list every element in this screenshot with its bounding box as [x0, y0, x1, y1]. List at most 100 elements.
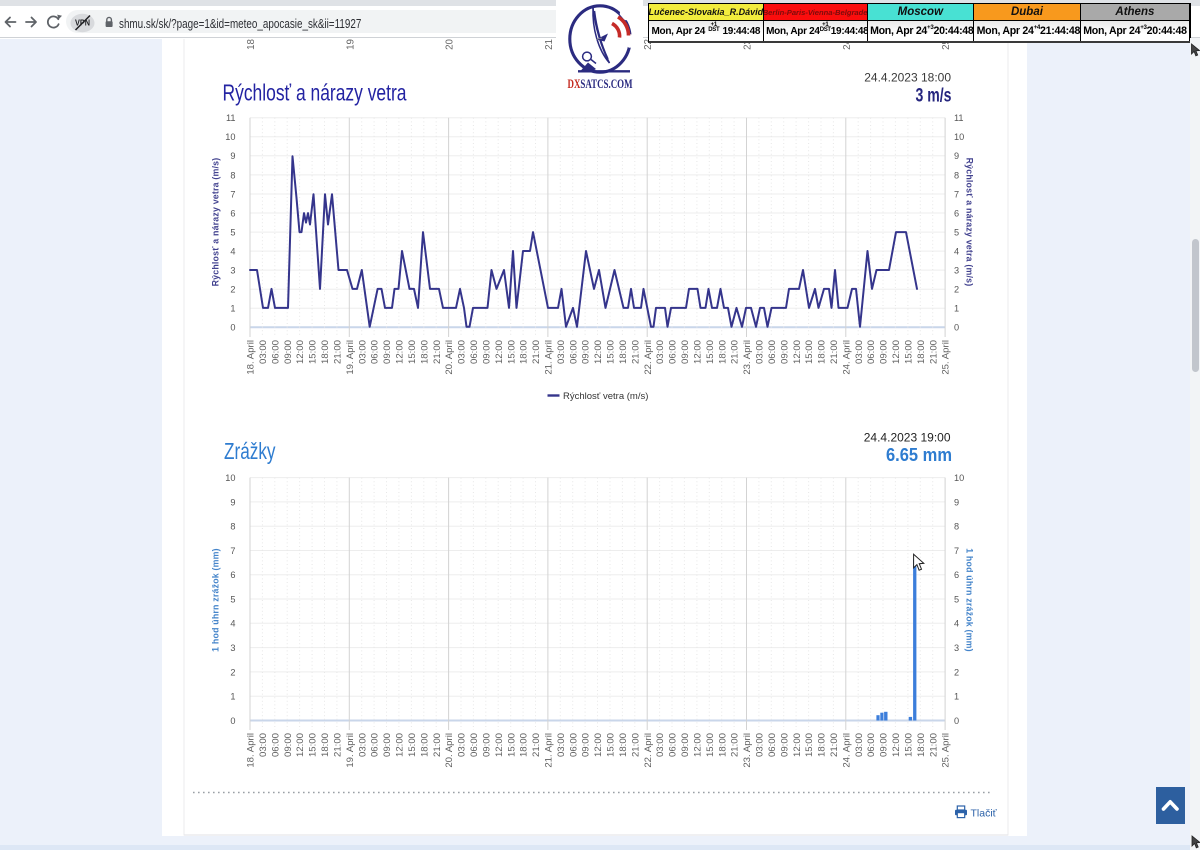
svg-text:21:00: 21:00 — [630, 340, 641, 364]
svg-text:6: 6 — [954, 570, 959, 580]
svg-text:21:00: 21:00 — [829, 733, 840, 757]
svg-text:21:00: 21:00 — [630, 733, 641, 757]
svg-text:3: 3 — [954, 643, 959, 653]
svg-text:12:00: 12:00 — [395, 733, 406, 757]
svg-text:1: 1 — [954, 304, 959, 314]
svg-text:8: 8 — [230, 170, 235, 180]
svg-text:12:00: 12:00 — [395, 340, 406, 364]
svg-text:25. April: 25. April — [941, 340, 952, 375]
svg-text:6.65 mm: 6.65 mm — [886, 445, 952, 465]
svg-text:8: 8 — [230, 522, 235, 532]
svg-text:8: 8 — [954, 522, 959, 532]
svg-text:18:00: 18:00 — [419, 733, 430, 757]
svg-text:0: 0 — [230, 716, 235, 726]
svg-text:6: 6 — [230, 208, 235, 218]
svg-text:4: 4 — [954, 247, 959, 257]
svg-text:09:00: 09:00 — [779, 733, 790, 757]
svg-text:21:00: 21:00 — [928, 733, 939, 757]
svg-text:15:00: 15:00 — [506, 340, 517, 364]
svg-text:06:00: 06:00 — [668, 340, 679, 364]
svg-text:Zrážky: Zrážky — [224, 438, 276, 464]
svg-text:06:00: 06:00 — [469, 340, 480, 364]
svg-text:12:00: 12:00 — [295, 733, 306, 757]
svg-text:09:00: 09:00 — [283, 733, 294, 757]
svg-text:09:00: 09:00 — [879, 733, 890, 757]
svg-text:20. April: 20. April — [444, 733, 455, 768]
svg-text:15:00: 15:00 — [804, 733, 815, 757]
svg-text:7: 7 — [230, 546, 235, 556]
svg-text:09:00: 09:00 — [680, 733, 691, 757]
svg-text:21:00: 21:00 — [531, 340, 542, 364]
svg-text:10: 10 — [954, 473, 964, 483]
svg-text:5: 5 — [230, 228, 235, 238]
svg-text:03:00: 03:00 — [655, 340, 666, 364]
svg-text:21. April: 21. April — [544, 733, 555, 768]
svg-text:Tlačiť: Tlačiť — [971, 808, 998, 820]
svg-text:0: 0 — [954, 716, 959, 726]
svg-text:06:00: 06:00 — [469, 733, 480, 757]
svg-text:Rýchlosť a nárazy vetra: Rýchlosť a nárazy vetra — [223, 80, 407, 106]
svg-text:15:00: 15:00 — [804, 340, 815, 364]
svg-text:21:00: 21:00 — [531, 733, 542, 757]
svg-text:7: 7 — [230, 189, 235, 199]
svg-text:24.4.2023 18:00: 24.4.2023 18:00 — [864, 71, 951, 85]
svg-text:06:00: 06:00 — [767, 733, 778, 757]
svg-text:2: 2 — [230, 667, 235, 677]
svg-text:18:00: 18:00 — [717, 733, 728, 757]
svg-text:06:00: 06:00 — [668, 733, 679, 757]
svg-text:3 m/s: 3 m/s — [916, 86, 952, 107]
svg-text:15:00: 15:00 — [308, 340, 319, 364]
svg-text:12:00: 12:00 — [693, 340, 704, 364]
svg-text:21:00: 21:00 — [928, 340, 939, 364]
svg-text:03:00: 03:00 — [655, 733, 666, 757]
svg-text:10: 10 — [225, 132, 235, 142]
svg-text:19. April: 19. April — [345, 38, 356, 50]
svg-text:12:00: 12:00 — [494, 340, 505, 364]
svg-text:15:00: 15:00 — [606, 733, 617, 757]
svg-text:18:00: 18:00 — [519, 340, 530, 364]
svg-text:18:00: 18:00 — [916, 733, 927, 757]
svg-text:21:00: 21:00 — [432, 340, 443, 364]
svg-text:12:00: 12:00 — [891, 733, 902, 757]
svg-text:8: 8 — [954, 170, 959, 180]
svg-text:24. April: 24. April — [841, 733, 852, 768]
svg-text:25. April: 25. April — [941, 38, 952, 50]
svg-text:22. April: 22. April — [643, 38, 654, 50]
svg-text:23. April: 23. April — [743, 38, 754, 50]
svg-text:18:00: 18:00 — [419, 340, 430, 364]
svg-text:9: 9 — [230, 497, 235, 507]
svg-text:03:00: 03:00 — [854, 340, 865, 364]
svg-text:21:00: 21:00 — [333, 340, 344, 364]
svg-text:03:00: 03:00 — [854, 733, 865, 757]
svg-text:09:00: 09:00 — [581, 733, 592, 757]
svg-text:09:00: 09:00 — [382, 733, 393, 757]
svg-text:09:00: 09:00 — [879, 340, 890, 364]
svg-text:15:00: 15:00 — [904, 340, 915, 364]
svg-text:03:00: 03:00 — [556, 733, 567, 757]
svg-text:7: 7 — [954, 189, 959, 199]
svg-text:21:00: 21:00 — [730, 733, 741, 757]
svg-text:06:00: 06:00 — [370, 340, 381, 364]
svg-text:1 hod úhrn zrážok (mm): 1 hod úhrn zrážok (mm) — [965, 548, 975, 652]
svg-text:11: 11 — [954, 113, 964, 123]
svg-text:09:00: 09:00 — [481, 733, 492, 757]
svg-text:1: 1 — [230, 692, 235, 702]
svg-text:03:00: 03:00 — [357, 733, 368, 757]
svg-text:24. April: 24. April — [842, 38, 853, 50]
svg-text:12:00: 12:00 — [593, 733, 604, 757]
svg-text:2: 2 — [954, 667, 959, 677]
svg-text:3: 3 — [230, 266, 235, 276]
svg-text:22. April: 22. April — [643, 340, 654, 375]
svg-text:19. April: 19. April — [345, 340, 356, 375]
svg-text:12:00: 12:00 — [295, 340, 306, 364]
svg-text:03:00: 03:00 — [457, 733, 468, 757]
svg-text:6: 6 — [230, 570, 235, 580]
svg-text:06:00: 06:00 — [568, 733, 579, 757]
svg-text:15:00: 15:00 — [904, 733, 915, 757]
svg-text:20. April: 20. April — [444, 340, 455, 375]
svg-text:5: 5 — [230, 594, 235, 604]
svg-text:0: 0 — [954, 323, 959, 333]
svg-text:12:00: 12:00 — [891, 340, 902, 364]
svg-text:12:00: 12:00 — [792, 733, 803, 757]
svg-text:18:00: 18:00 — [618, 733, 629, 757]
